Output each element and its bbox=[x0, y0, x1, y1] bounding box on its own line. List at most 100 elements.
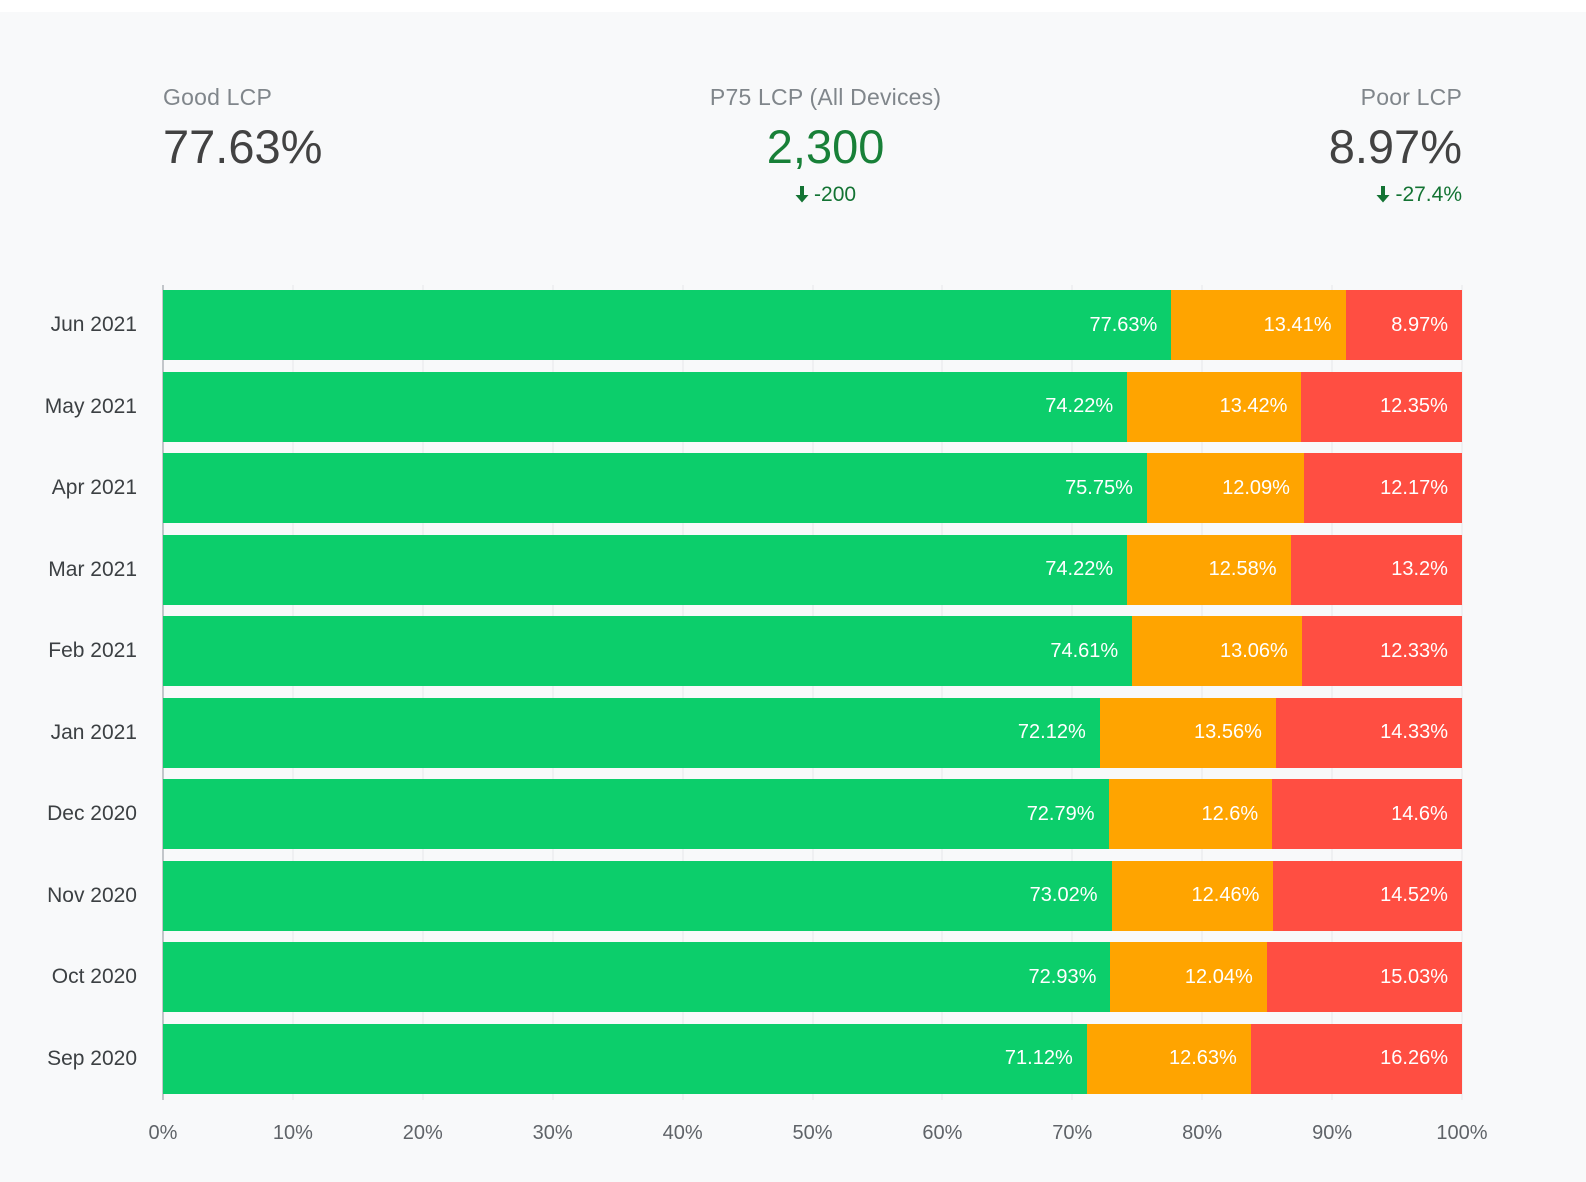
stat-delta: -200 bbox=[795, 183, 856, 207]
bar-segment-poor[interactable]: 12.35% bbox=[1301, 371, 1462, 442]
stat-value: 2,300 bbox=[766, 120, 885, 173]
stat-value: 8.97% bbox=[1328, 120, 1462, 173]
bar-segment-good[interactable]: 74.61% bbox=[163, 616, 1133, 687]
gridlines bbox=[162, 284, 1463, 1100]
bar-segment-good[interactable]: 74.22% bbox=[163, 534, 1128, 605]
gridline bbox=[1461, 284, 1463, 1100]
bar-segment-needs-improvement[interactable]: 13.56% bbox=[1099, 697, 1276, 768]
gridline bbox=[1331, 284, 1333, 1100]
value-label: 72.12% bbox=[1017, 721, 1086, 744]
value-label: 12.35% bbox=[1380, 395, 1448, 418]
chart-row: Feb 2021 74.61% 13.06% 12.33% bbox=[0, 611, 1586, 693]
value-label: 12.09% bbox=[1222, 476, 1290, 499]
bar-track: 74.61% 13.06% 12.33% bbox=[163, 616, 1462, 687]
value-label: 71.12% bbox=[1004, 1047, 1073, 1070]
value-label: 14.52% bbox=[1380, 884, 1448, 907]
value-label: 74.22% bbox=[1045, 395, 1114, 418]
bar-segment-good[interactable]: 73.02% bbox=[163, 860, 1112, 931]
top-strip bbox=[0, 0, 1586, 12]
bar-segment-good[interactable]: 71.12% bbox=[163, 1023, 1087, 1094]
category-label: Jun 2021 bbox=[50, 313, 137, 337]
bar-segment-needs-improvement[interactable]: 12.09% bbox=[1146, 453, 1304, 524]
category-label: Sep 2020 bbox=[47, 1046, 137, 1070]
value-label: 72.93% bbox=[1028, 965, 1097, 988]
bar-track: 72.93% 12.04% 15.03% bbox=[163, 942, 1462, 1013]
bar-segment-good[interactable]: 72.93% bbox=[163, 942, 1111, 1013]
value-label: 73.02% bbox=[1029, 884, 1098, 907]
value-label: 8.97% bbox=[1391, 313, 1448, 336]
category-label: Feb 2021 bbox=[48, 639, 137, 663]
x-tick-label: 90% bbox=[1312, 1121, 1353, 1144]
value-label: 12.04% bbox=[1184, 965, 1253, 988]
value-label: 12.46% bbox=[1191, 884, 1260, 907]
x-axis: 0% 10% 20% 30% 40% 50% 60% 70% 80% 90% 100% bbox=[149, 1118, 1488, 1152]
x-tick-label: 10% bbox=[272, 1121, 313, 1144]
chart-row: Apr 2021 75.75% 12.09% 12.17% bbox=[0, 448, 1586, 530]
bar-segment-poor[interactable]: 14.33% bbox=[1275, 697, 1462, 768]
category-label: Oct 2020 bbox=[51, 965, 137, 989]
stat-good-lcp: Good LCP 77.63% bbox=[163, 84, 322, 173]
bar-segment-good[interactable]: 77.63% bbox=[163, 290, 1172, 361]
bar-segment-needs-improvement[interactable]: 13.06% bbox=[1132, 616, 1302, 687]
x-tick-label: 50% bbox=[792, 1121, 833, 1144]
bar-segment-poor[interactable]: 12.17% bbox=[1303, 453, 1462, 524]
x-tick-label: 40% bbox=[662, 1121, 703, 1144]
x-tick-label: 80% bbox=[1182, 1121, 1223, 1144]
bar-segment-needs-improvement[interactable]: 12.63% bbox=[1086, 1023, 1251, 1094]
value-label: 12.6% bbox=[1201, 802, 1259, 825]
bar-segment-good[interactable]: 72.79% bbox=[163, 779, 1109, 850]
value-label: 12.58% bbox=[1208, 558, 1277, 581]
value-label: 14.33% bbox=[1380, 721, 1448, 744]
y-axis-line bbox=[162, 284, 164, 1100]
bar-segment-good[interactable]: 72.12% bbox=[163, 697, 1100, 768]
bar-segment-needs-improvement[interactable]: 13.41% bbox=[1171, 290, 1346, 361]
gridline bbox=[552, 284, 554, 1100]
category-label: Dec 2020 bbox=[47, 802, 137, 826]
summary-stats: Good LCP 77.63% P75 LCP (All Devices) 2,… bbox=[163, 84, 1462, 207]
bar-segment-poor[interactable]: 8.97% bbox=[1345, 290, 1462, 361]
bar-segment-needs-improvement[interactable]: 12.04% bbox=[1110, 942, 1267, 1013]
arrow-down-icon bbox=[1376, 186, 1390, 203]
chart-row: Oct 2020 72.93% 12.04% 15.03% bbox=[0, 937, 1586, 1019]
gridline bbox=[682, 284, 684, 1100]
stat-label: P75 LCP (All Devices) bbox=[709, 84, 942, 110]
gridline bbox=[1201, 284, 1203, 1100]
bar-segment-poor[interactable]: 15.03% bbox=[1266, 942, 1462, 1013]
bar-segment-poor[interactable]: 14.52% bbox=[1273, 860, 1462, 931]
bar-segment-needs-improvement[interactable]: 12.46% bbox=[1111, 860, 1274, 931]
x-tick-label: 60% bbox=[922, 1121, 963, 1144]
bar-segment-needs-improvement[interactable]: 12.58% bbox=[1127, 534, 1291, 605]
value-label: 13.06% bbox=[1219, 639, 1288, 662]
value-label: 13.56% bbox=[1194, 721, 1262, 744]
value-label: 12.17% bbox=[1380, 476, 1448, 499]
value-label: 16.26% bbox=[1380, 1047, 1448, 1070]
value-label: 75.75% bbox=[1065, 476, 1133, 499]
bar-track: 72.79% 12.6% 14.6% bbox=[163, 779, 1462, 850]
value-label: 13.41% bbox=[1263, 313, 1332, 336]
bar-segment-poor[interactable]: 12.33% bbox=[1301, 616, 1462, 687]
value-label: 12.63% bbox=[1168, 1047, 1237, 1070]
chart-rows: Jun 2021 77.63% 13.41% 8.97% May 2021 74.22% 1… bbox=[0, 285, 1586, 1100]
category-label: May 2021 bbox=[44, 394, 137, 418]
chart-row: Jun 2021 77.63% 13.41% 8.97% bbox=[0, 285, 1586, 367]
value-label: 13.2% bbox=[1391, 558, 1448, 581]
category-label: Jan 2021 bbox=[50, 720, 137, 744]
stat-delta-value: -27.4% bbox=[1395, 182, 1462, 206]
bar-segment-good[interactable]: 74.22% bbox=[163, 371, 1128, 442]
bar-segment-needs-improvement[interactable]: 13.42% bbox=[1127, 371, 1302, 442]
bar-segment-poor[interactable]: 13.2% bbox=[1290, 534, 1462, 605]
value-label: 13.42% bbox=[1219, 395, 1288, 418]
value-label: 14.6% bbox=[1391, 802, 1448, 825]
stat-value: 77.63% bbox=[163, 120, 323, 173]
bar-segment-good[interactable]: 75.75% bbox=[163, 453, 1147, 524]
x-tick-label: 70% bbox=[1052, 1121, 1093, 1144]
value-label: 15.03% bbox=[1380, 965, 1448, 988]
category-label: Mar 2021 bbox=[48, 557, 137, 581]
stat-poor-lcp: Poor LCP 8.97% -27.4% bbox=[1329, 84, 1462, 207]
stat-label: Good LCP bbox=[163, 84, 272, 110]
bar-segment-poor[interactable]: 16.26% bbox=[1250, 1023, 1462, 1094]
bar-segment-needs-improvement[interactable]: 12.6% bbox=[1108, 779, 1273, 850]
bar-track: 74.22% 13.42% 12.35% bbox=[163, 371, 1462, 442]
chart-row: Jan 2021 72.12% 13.56% 14.33% bbox=[0, 692, 1586, 774]
bar-segment-poor[interactable]: 14.6% bbox=[1272, 779, 1462, 850]
